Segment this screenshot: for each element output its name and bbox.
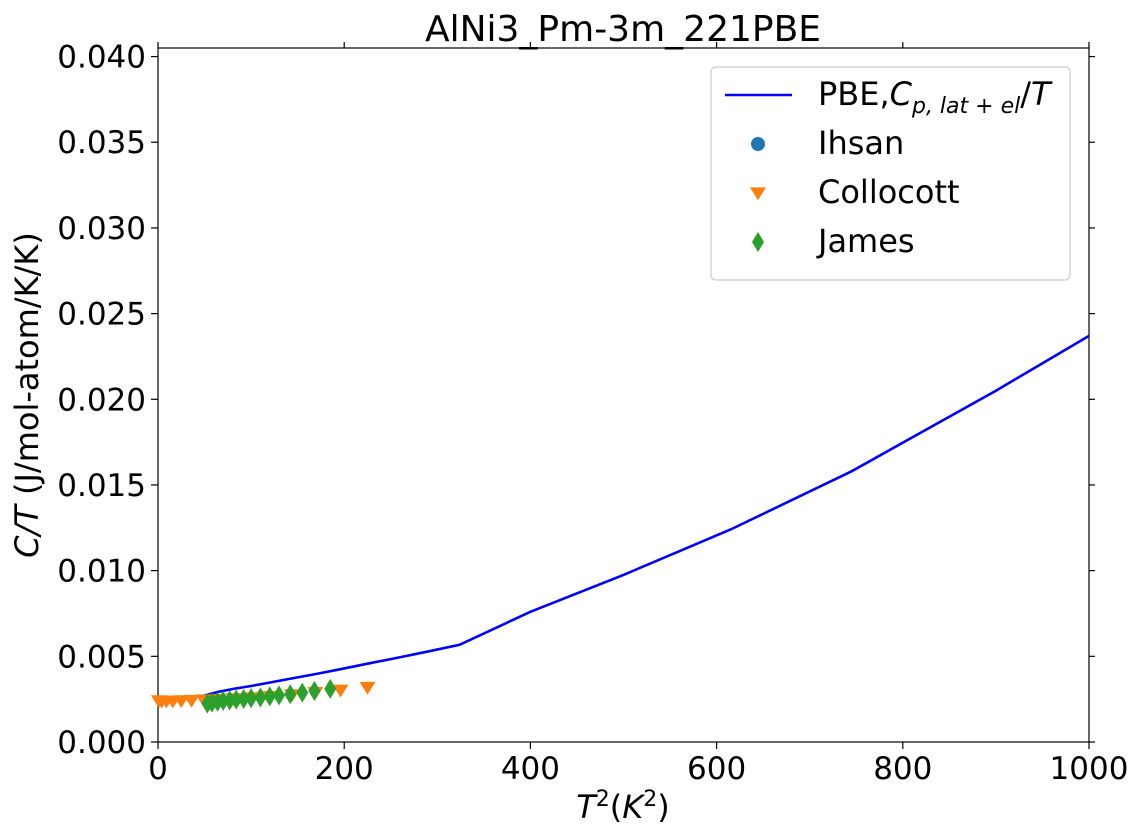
y-axis: 0.000 0.005 0.010 0.015 0.020 0.025 0.030 0.035… [57, 40, 1095, 761]
data-point-james [245, 688, 258, 709]
y-tick-label: 0.015 [57, 468, 146, 504]
x-tick-label: 1000 [1050, 751, 1129, 787]
legend-label: Collocott [818, 173, 960, 211]
x-tick-label: 800 [873, 751, 932, 787]
data-point-james [217, 690, 230, 711]
legend-label: PBE,Cp, lat + el/T [818, 75, 1053, 119]
legend-label: James [816, 222, 915, 260]
data-point-james [296, 682, 309, 703]
x-tick-label: 0 [148, 751, 168, 787]
x-tick-label: 600 [687, 751, 746, 787]
y-tick-label: 0.040 [57, 40, 146, 76]
data-point-james [324, 678, 337, 699]
data-point-james [223, 690, 236, 711]
data-point-james [308, 680, 321, 701]
y-tick-label: 0.000 [57, 725, 146, 761]
plot-area [157, 47, 1090, 743]
plot-frame [157, 47, 1090, 743]
series-line-pbe [203, 334, 1090, 697]
data-point-james [230, 689, 243, 710]
data-point-james [237, 688, 250, 709]
x-axis: 0 200 400 600 800 1000 [148, 42, 1128, 787]
legend-swatch-james [752, 232, 764, 252]
data-point-collocott [359, 681, 376, 695]
data-point-james [263, 686, 276, 707]
data-point-collocott [332, 684, 349, 698]
legend-swatch-ihsan [751, 137, 765, 151]
legend-label: Ihsan [818, 124, 904, 162]
chart-title: AlNi3_Pm-3m_221PBE [425, 9, 821, 50]
series-group [150, 334, 1090, 714]
series-layer [150, 334, 1090, 714]
y-tick-label: 0.020 [57, 382, 146, 418]
legend-frame [710, 66, 1071, 281]
y-tick-label: 0.005 [57, 639, 146, 675]
x-tick-label: 200 [315, 751, 374, 787]
data-point-james [254, 687, 267, 708]
legend-swatch-collocott [750, 187, 766, 201]
y-tick-label: 0.035 [57, 125, 146, 161]
y-tick-label: 0.010 [57, 554, 146, 590]
data-point-james [284, 684, 297, 705]
data-point-james [273, 685, 286, 706]
y-axis-label: C/T (J/mol-atom/K/K) [8, 232, 46, 558]
data-point-collocott [173, 695, 190, 709]
x-axis-label: T2(K2) [576, 787, 670, 827]
y-tick-label: 0.030 [57, 211, 146, 247]
y-tick-label: 0.025 [57, 297, 146, 333]
x-tick-label: 400 [501, 751, 560, 787]
legend: PBE,Cp, lat + el/T Ihsan Collocott James [710, 66, 1071, 281]
data-point-collocott [183, 694, 200, 708]
